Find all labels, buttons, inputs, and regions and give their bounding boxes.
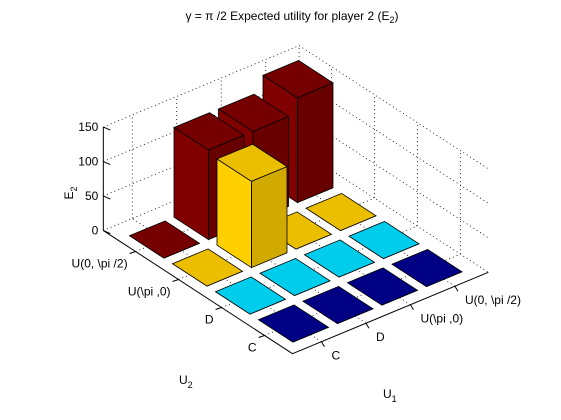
bar <box>305 192 377 232</box>
chart-title-sub: 2 <box>390 15 395 25</box>
u1-tick-label: U(\pi ,0) <box>420 312 463 326</box>
bar <box>128 220 201 259</box>
u1-tick-mark <box>454 285 459 292</box>
u2-tick-mark <box>215 307 222 310</box>
bar-face-top <box>257 304 330 343</box>
bar-face-top <box>217 93 290 132</box>
u2-tick-label: D <box>205 313 214 327</box>
z-gridline <box>103 45 489 170</box>
z-tick-label: 100 <box>78 155 98 169</box>
bar <box>391 248 463 288</box>
bar-face-top <box>262 60 334 99</box>
y-axis-label: U2 <box>179 373 193 390</box>
u1-tick-label: D <box>376 330 385 344</box>
x-axis-label-main: U <box>383 387 392 401</box>
u1-tick-label: C <box>331 349 340 363</box>
bar <box>346 267 419 306</box>
x-axis-label-sub: 1 <box>392 394 397 404</box>
bar-face-top <box>171 248 244 287</box>
u2-tick-mark <box>258 335 265 338</box>
z-tick-label: 50 <box>85 189 99 203</box>
y-axis-label-sub: 2 <box>188 380 193 390</box>
z-axis-label: E2 <box>62 186 79 199</box>
u2-tick-mark <box>172 279 179 282</box>
bar-face-top <box>305 192 377 232</box>
bar-face-top <box>391 248 463 288</box>
z-axis-label-sub: 2 <box>69 186 79 191</box>
u1-tick-mark <box>410 304 414 310</box>
u2-tick-label: U(\pi ,0) <box>128 285 171 299</box>
z-tick-label: 150 <box>78 120 98 134</box>
z-tick-mark <box>103 195 111 200</box>
bar <box>214 276 287 315</box>
bar <box>302 285 374 325</box>
z-tick-mark <box>103 161 111 165</box>
bar-face-top <box>214 276 287 315</box>
chart-title-main: γ = π /2 Expected utility for player 2 (… <box>185 9 389 23</box>
u1-tick-label: U(0, \pi /2) <box>465 293 521 307</box>
bar-face-top <box>346 267 419 306</box>
y-axis-label-main: U <box>179 373 188 387</box>
bar <box>216 143 288 269</box>
bar <box>257 304 330 343</box>
bar-face-top <box>173 112 245 151</box>
bar-face-top <box>216 143 288 182</box>
axis-layer <box>102 126 489 355</box>
u1-axis-line <box>292 271 489 355</box>
bar <box>348 220 420 260</box>
bar-face-top <box>128 220 201 259</box>
z-tick-mark <box>103 126 111 131</box>
bar <box>259 257 331 297</box>
z-tick-label: 0 <box>92 224 99 238</box>
bars-layer <box>128 60 463 343</box>
bar-face-top <box>259 257 331 297</box>
bar-face-top <box>348 220 420 260</box>
chart-title-end: ) <box>395 9 399 23</box>
u2-axis-line <box>103 230 293 355</box>
u2-tick-mark <box>129 251 136 254</box>
u1-tick-mark <box>321 341 325 347</box>
chart-title: γ = π /2 Expected utility for player 2 (… <box>185 9 398 25</box>
bar-face-front <box>296 82 334 204</box>
u2-tick-label: U(0, \pi /2) <box>72 257 128 271</box>
x-axis-label: U1 <box>383 387 397 404</box>
z-axis-label-main: E <box>62 192 76 200</box>
u2-tick-label: C <box>248 341 257 355</box>
bar <box>303 239 376 278</box>
bar-face-top <box>303 239 376 278</box>
u1-tick-mark <box>365 322 370 329</box>
bar-face-front <box>250 166 288 269</box>
bar <box>171 248 244 287</box>
z-tick-mark <box>103 230 111 234</box>
bar-face-top <box>302 285 374 325</box>
